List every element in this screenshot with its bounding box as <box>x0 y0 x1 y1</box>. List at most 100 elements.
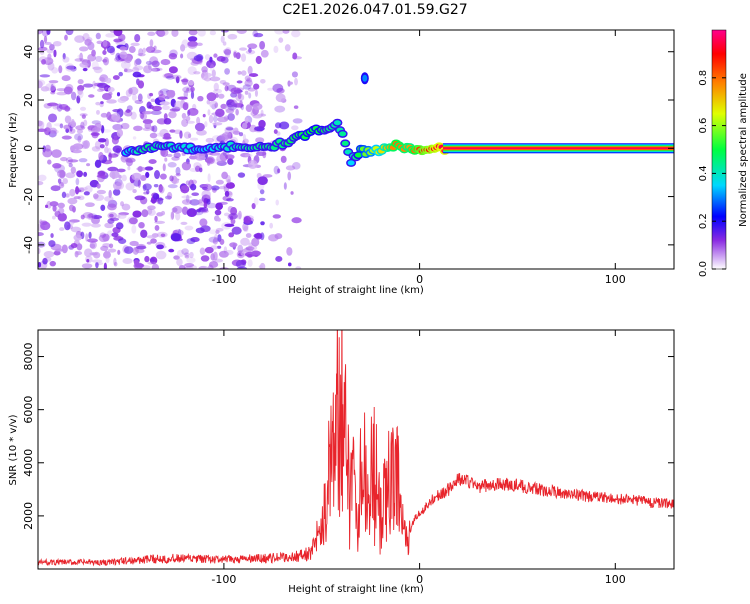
spectrogram-noise-cell <box>81 114 86 119</box>
spectrogram-noise-cell <box>193 55 203 62</box>
spectrogram-noise-cell <box>105 77 112 84</box>
spectrogram-noise-cell <box>174 100 183 110</box>
spectrogram-noise-cell <box>77 135 82 143</box>
spectrogram-noise-cell <box>245 104 253 113</box>
spectrogram-noise-cell <box>99 232 107 238</box>
spectrogram-noise-cell <box>86 163 91 167</box>
spectrogram-noise-cell <box>38 128 47 132</box>
spectrogram-noise-cell <box>293 105 299 109</box>
spectrogram-noise-cell <box>218 93 225 99</box>
spectrogram-noise-cell <box>38 248 41 255</box>
spectrogram-noise-cell <box>95 32 101 40</box>
spectrogram-noise-cell <box>235 52 241 60</box>
spectrogram-noise-cell <box>67 197 78 205</box>
spectrogram-noise-cell <box>158 90 164 97</box>
spectrogram-noise-cell <box>57 202 65 209</box>
spectrogram-noise-cell <box>208 236 219 243</box>
spectrogram-noise-cell <box>240 237 250 246</box>
spectrogram-noise-cell <box>74 35 85 43</box>
spectrogram-noise-cell <box>242 84 252 90</box>
spectrogram-noise-cell <box>83 83 94 88</box>
spectrogram-noise-cell <box>226 198 234 202</box>
spectrogram-noise-cell <box>61 244 68 254</box>
colorbar-gradient <box>711 29 727 270</box>
spectrogram-noise-cell <box>290 191 294 195</box>
spectrogram-noise-cell <box>166 153 173 158</box>
spectrogram-noise-cell <box>252 103 263 110</box>
spectrogram-noise-cell <box>189 137 199 141</box>
spectrogram-noise-cell <box>196 129 207 136</box>
spectrogram-noise-cell <box>176 258 183 266</box>
spectrogram-noise-cell <box>197 95 204 102</box>
spectrogram-noise-cell <box>171 30 179 37</box>
spectrogram-noise-cell <box>50 233 54 239</box>
spectrogram-noise-cell <box>49 127 57 134</box>
spectrogram-noise-cell <box>128 87 133 95</box>
spectrogram-noise-cell <box>120 201 125 207</box>
spectrogram-noise-cell <box>205 137 214 143</box>
spectrogram-noise-cell <box>205 156 215 165</box>
spectrogram-noise-cell <box>204 121 208 128</box>
spectrogram-noise-cell <box>155 250 167 260</box>
spectrogram-noise-cell <box>83 171 88 177</box>
spectrogram-noise-cell <box>168 110 177 119</box>
spectrogram-noise-cell <box>171 106 181 112</box>
spectrogram-noise-cell <box>112 109 121 113</box>
spectrogram-noise-cell <box>125 182 135 191</box>
spectrogram-noise-cell <box>134 195 146 201</box>
spectrogram-noise-cell <box>144 255 150 263</box>
colorbar-tick-label: 0.6 <box>698 118 709 134</box>
spectrogram-noise-cell <box>247 254 253 258</box>
spectrogram-noise-cell <box>227 179 231 184</box>
spectrogram-noise-cell <box>94 159 102 169</box>
spectrogram-noise-cell <box>98 234 109 243</box>
spectrogram-noise-cell <box>162 105 170 111</box>
spectrogram-noise-cell <box>215 93 219 99</box>
spectrogram-noise-cell <box>132 247 139 255</box>
spectrogram-noise-cell <box>183 90 189 99</box>
spectrogram-noise-cell <box>224 68 230 75</box>
spectrogram-noise-cell <box>141 209 149 218</box>
spectrogram-noise-cell <box>175 76 180 84</box>
spectrogram-noise-cell <box>90 223 101 228</box>
spectrogram-noise-cell <box>77 79 84 85</box>
spectrogram-xlabel: Height of straight line (km) <box>288 285 424 296</box>
spectrogram-noise-cell <box>72 205 76 213</box>
spectrogram-noise-cell <box>151 263 160 269</box>
spectrogram-noise-cell <box>220 35 225 44</box>
spectrogram-noise-cell <box>156 30 166 37</box>
spectrogram-noise-cell <box>47 53 52 60</box>
spectrogram-noise-cell <box>213 115 218 123</box>
spectrogram-noise-cell <box>49 43 55 51</box>
spectrogram-noise-cell <box>284 44 291 52</box>
spectrogram-noise-cell <box>259 189 265 195</box>
spectrogram-noise-cell <box>188 80 195 86</box>
spectrogram-noise-cell <box>255 55 262 65</box>
spectrogram-noise-cell <box>247 65 253 75</box>
spectrogram-noise-cell <box>211 185 220 191</box>
spectrogram-noise-cell <box>170 233 182 242</box>
spectrogram-noise-cell <box>257 176 268 185</box>
spectrogram-noise-cell <box>76 243 83 251</box>
spectrogram-noise-cell <box>182 102 189 111</box>
spectrogram-noise-cell <box>133 178 141 187</box>
spectrogram-noise-cell <box>190 90 195 100</box>
spectrogram-y-tick-label: -20 <box>22 188 35 206</box>
spectrogram-noise-cell <box>258 265 263 269</box>
spectrogram-noise-cell <box>251 237 260 247</box>
spectrogram-noise-cell <box>142 119 153 125</box>
spectrogram-noise-cell <box>105 257 110 264</box>
spectrogram-noise-cell <box>187 66 197 75</box>
spectrogram-noise-cell <box>240 70 247 76</box>
spectrogram-y-tick-label: 20 <box>22 93 35 107</box>
spectrogram-noise-cell <box>41 59 46 65</box>
spectrogram-noise-cell <box>259 40 266 50</box>
spectrogram-noise-cell <box>214 102 218 109</box>
spectrogram-noise-cell <box>163 117 172 125</box>
spectrogram-noise-cell <box>188 30 198 36</box>
colorbar-tick-label: 0.4 <box>698 165 709 181</box>
spectrogram-noise-cell <box>94 140 102 150</box>
spectrogram-noise-cell <box>106 45 115 54</box>
spectrogram-noise-cell <box>125 157 136 163</box>
